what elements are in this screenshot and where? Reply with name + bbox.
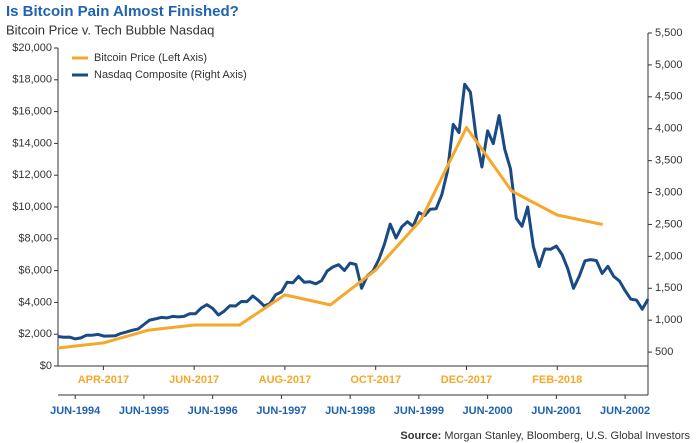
y-tick-label: $18,000 (12, 74, 52, 86)
y-tick-label: $14,000 (12, 137, 52, 149)
y2-tick-label: 2,500 (655, 218, 683, 230)
y-tick-label: $16,000 (12, 106, 52, 118)
x-tick-label: JUN-1999 (394, 405, 444, 417)
series-line (57, 82, 650, 341)
chart-title: Is Bitcoin Pain Almost Finished? (6, 3, 239, 20)
x2-tick-label: AUG-2017 (259, 374, 312, 386)
x-tick-label: JUN-2000 (463, 405, 513, 417)
x2-tick-label: FEB-2018 (532, 374, 582, 386)
x-tick-label: JUN-1995 (119, 405, 169, 417)
x2-tick-label: JUN-2017 (169, 374, 219, 386)
legend-label: Nasdaq Composite (Right Axis) (94, 69, 247, 81)
y2-tick-label: 4,500 (655, 91, 683, 103)
y-tick-label: $10,000 (12, 201, 52, 213)
y-tick-label: $8,000 (18, 233, 52, 245)
y2-tick-label: 5,500 (655, 27, 683, 39)
x2-tick-label: APR-2017 (78, 374, 129, 386)
y2-tick-label: 2,000 (655, 250, 683, 262)
y-tick-label: $6,000 (18, 265, 52, 277)
source: Source: Morgan Stanley, Bloomberg, U.S. … (400, 430, 690, 442)
y-tick-label: $12,000 (12, 169, 52, 181)
y2-tick-label: 3,000 (655, 186, 683, 198)
y2-tick-label: 4,000 (655, 123, 683, 135)
source-label: Source: (400, 430, 441, 442)
y2-tick-label: 1,500 (655, 282, 683, 294)
legend-label: Bitcoin Price (Left Axis) (94, 52, 207, 64)
x-tick-label: JUN-2001 (531, 405, 581, 417)
y2-tick-label: 1,000 (655, 314, 683, 326)
x-tick-label: JUN-1998 (325, 405, 375, 417)
y2-tick-label: 500 (655, 346, 673, 358)
y2-tick-label: 5,000 (655, 59, 683, 71)
y-tick-label: $4,000 (18, 296, 52, 308)
x-tick-label: JUN-1996 (188, 405, 238, 417)
x2-tick-label: OCT-2017 (350, 374, 401, 386)
x2-tick-label: DEC-2017 (441, 374, 492, 386)
y-tick-label: $2,000 (18, 328, 52, 340)
x-tick-label: JUN-1997 (256, 405, 306, 417)
x-tick-label: JUN-1994 (50, 405, 101, 417)
y2-tick-label: 3,500 (655, 155, 683, 167)
source-text: Morgan Stanley, Bloomberg, U.S. Global I… (444, 430, 690, 442)
y-tick-label: $0 (40, 360, 52, 372)
y-tick-label: $20,000 (12, 42, 52, 54)
x-tick-label: JUN-2002 (600, 405, 650, 417)
series-line (57, 126, 603, 350)
chart-subtitle: Bitcoin Price v. Tech Bubble Nasdaq (6, 22, 214, 37)
